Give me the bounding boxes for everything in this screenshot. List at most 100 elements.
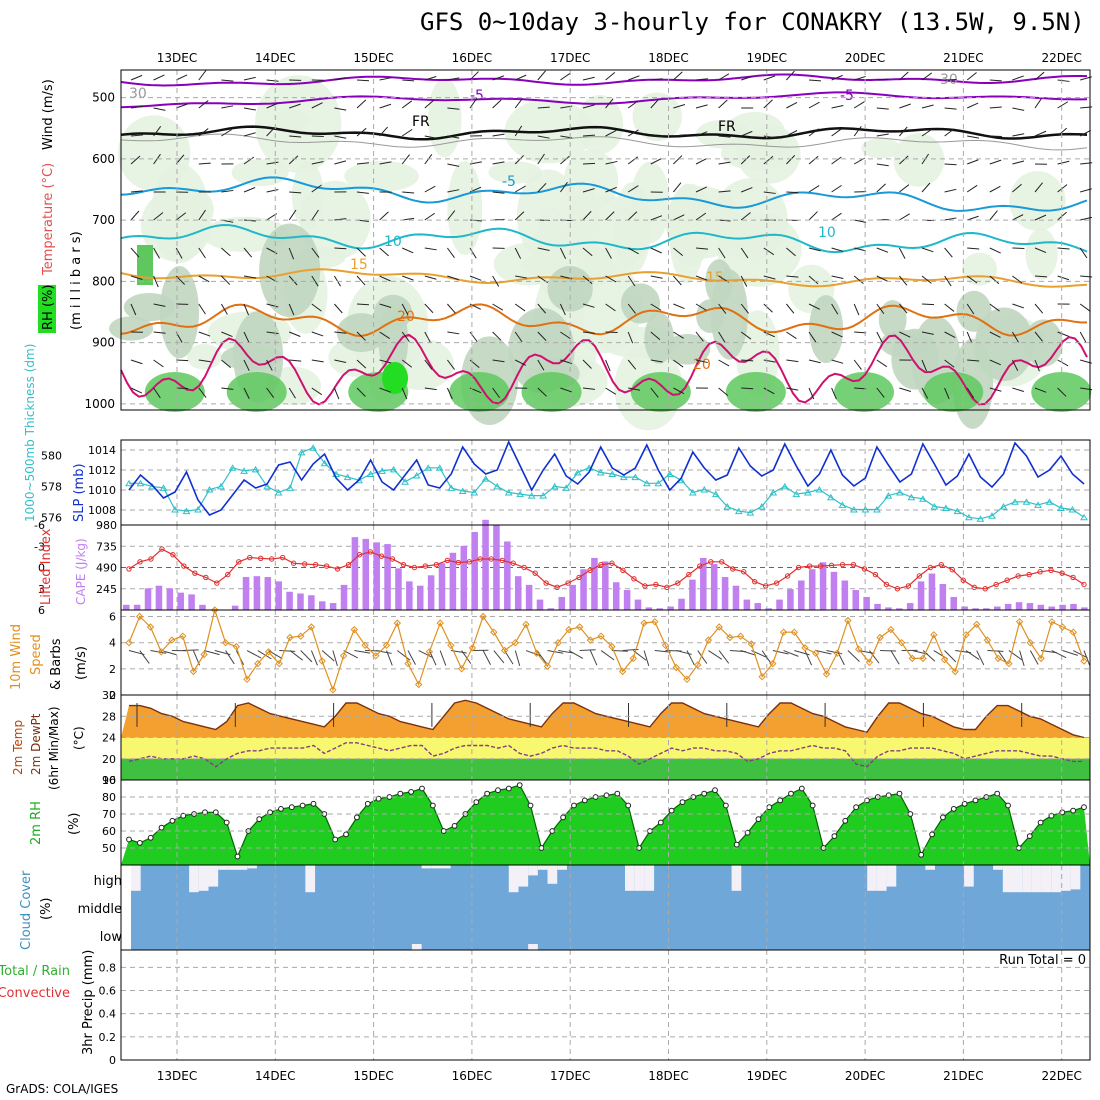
contour-temp-15: [120, 268, 1088, 288]
li-point: [148, 556, 154, 562]
wind-barb: [198, 303, 206, 315]
wind-point: [586, 636, 595, 644]
wind-point: [275, 659, 283, 668]
wind-barb: [673, 331, 684, 339]
wind-barb: [243, 132, 256, 137]
wind-barb: [1057, 331, 1069, 337]
wind-barb: [560, 155, 570, 165]
contour-temp-25: [120, 333, 1088, 406]
wind-barb: [582, 387, 595, 390]
wind-barb: [401, 359, 413, 368]
wind-barb: [559, 247, 567, 260]
wind-barb: [356, 99, 367, 109]
wind-barb: [1034, 71, 1045, 81]
wind-barb: [876, 183, 886, 193]
cape-bar: [166, 588, 174, 610]
wind-barb: [1034, 130, 1047, 137]
wind-barb: [311, 359, 324, 363]
wind-barb: [605, 186, 617, 193]
li-point: [499, 557, 505, 564]
wind-barb: [605, 275, 617, 283]
cloud-high-gap: [1041, 865, 1052, 893]
pressure-tick: 500: [92, 91, 115, 105]
wind-barb: [989, 79, 1002, 82]
rh-point: [701, 790, 708, 797]
wind-barb: [401, 387, 408, 400]
thickness-point: [1011, 498, 1019, 505]
thickness-point: [734, 507, 743, 515]
cloud-high-gap: [1060, 865, 1071, 891]
rh-tick: 60: [102, 825, 116, 838]
wind-barb: [492, 359, 505, 363]
wind-barb: [740, 331, 752, 340]
wind-point: [930, 631, 938, 639]
wind-point: [769, 659, 777, 668]
rh-point: [147, 834, 154, 841]
rh-tick: 70: [102, 808, 116, 821]
wind-barb: [854, 219, 867, 223]
rh-shade-light: [186, 343, 222, 370]
wind-point: [200, 650, 208, 659]
surface-wind-barb: [407, 650, 416, 665]
thickness-point: [665, 470, 674, 477]
cloud-high-gap: [867, 865, 877, 891]
cape-bar: [765, 608, 772, 610]
cape-bar: [242, 577, 250, 610]
surface-wind-barb: [847, 650, 860, 662]
rh-shade-mid: [620, 283, 661, 324]
wind-barb: [153, 359, 164, 368]
wind-point: [833, 649, 841, 657]
wind-barb: [266, 189, 279, 193]
surface-wind-barb: [836, 650, 845, 666]
wind-barb: [966, 303, 975, 315]
thickness-point: [700, 486, 709, 493]
axis-label-rh: RH (%): [41, 285, 56, 330]
upper-frame: [120, 69, 1091, 411]
thickness-point: [366, 470, 375, 477]
wind-barb: [718, 303, 727, 314]
dewpoint-yellow-overlay: [121, 737, 1090, 759]
wind-barb: [627, 100, 639, 109]
cape-bar: [188, 594, 195, 610]
wind-barb: [198, 247, 206, 259]
wind-point: [318, 657, 326, 665]
rh-shade-light: [447, 160, 483, 256]
surface-wind-barb: [804, 650, 813, 666]
thickness-point: [619, 473, 628, 481]
wind-barb: [854, 247, 866, 252]
wind-barb: [130, 134, 143, 137]
wind-barb: [786, 155, 796, 165]
thickness-point: [539, 492, 548, 499]
cape-bar: [558, 596, 566, 610]
wind-barb: [537, 303, 546, 314]
wind-barb: [401, 100, 413, 109]
temp-tick: 24: [102, 732, 116, 745]
wind-barb: [718, 161, 731, 165]
surface-wind-barb: [482, 650, 491, 665]
wind-barb: [650, 247, 662, 254]
rh-point: [527, 802, 534, 809]
rh-point: [484, 790, 491, 797]
wind-barb: [221, 247, 231, 257]
rh-tick: 80: [102, 791, 116, 804]
li-point: [839, 561, 846, 568]
wind-point: [425, 648, 434, 656]
wind-barb: [989, 106, 1002, 109]
thickness-point: [527, 492, 536, 499]
wind-barb: [673, 247, 684, 256]
wind-barb: [1012, 214, 1024, 221]
wind-barb: [379, 126, 388, 137]
wind-barb: [966, 184, 978, 193]
wind-barb: [334, 77, 347, 81]
wind-barb: [198, 100, 209, 109]
wind-barb: [967, 215, 979, 221]
cloud-high-gap: [964, 865, 974, 887]
rh-point: [169, 817, 176, 824]
li-point: [960, 577, 966, 583]
x-tick-bottom: 18DEC: [648, 1069, 688, 1083]
wind-barb: [627, 303, 636, 314]
wind-barb: [402, 247, 414, 254]
cape-bar: [199, 604, 206, 610]
contour-label: 20: [397, 309, 415, 325]
cape-bar: [656, 608, 664, 610]
